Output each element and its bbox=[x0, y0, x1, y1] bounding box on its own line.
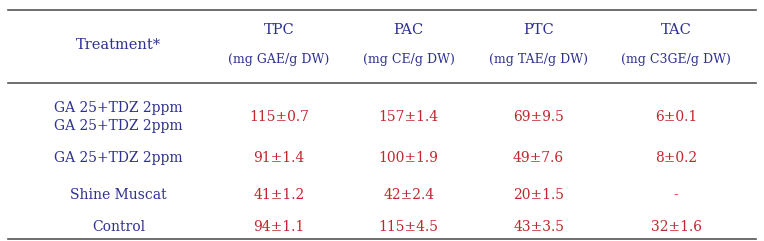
Text: 42±2.4: 42±2.4 bbox=[384, 188, 434, 202]
Text: 32±1.6: 32±1.6 bbox=[651, 220, 701, 234]
Text: 94±1.1: 94±1.1 bbox=[253, 220, 305, 234]
Text: 91±1.4: 91±1.4 bbox=[253, 151, 305, 165]
Text: Treatment*: Treatment* bbox=[76, 38, 161, 52]
Text: 20±1.5: 20±1.5 bbox=[513, 188, 564, 202]
Text: (mg GAE/g DW): (mg GAE/g DW) bbox=[228, 53, 329, 66]
Text: TPC: TPC bbox=[264, 23, 294, 37]
Text: -: - bbox=[674, 188, 678, 202]
Text: (mg C3GE/g DW): (mg C3GE/g DW) bbox=[621, 53, 731, 66]
Text: GA 25+TDZ 2ppm
GA 25+TDZ 2ppm: GA 25+TDZ 2ppm GA 25+TDZ 2ppm bbox=[54, 101, 183, 133]
Text: Shine Muscat: Shine Muscat bbox=[70, 188, 167, 202]
Text: 100±1.9: 100±1.9 bbox=[379, 151, 439, 165]
Text: GA 25+TDZ 2ppm: GA 25+TDZ 2ppm bbox=[54, 151, 183, 165]
Text: 115±0.7: 115±0.7 bbox=[249, 110, 309, 124]
Text: PAC: PAC bbox=[393, 23, 424, 37]
Text: (mg CE/g DW): (mg CE/g DW) bbox=[363, 53, 455, 66]
Text: 6±0.1: 6±0.1 bbox=[655, 110, 698, 124]
Text: 41±1.2: 41±1.2 bbox=[253, 188, 305, 202]
Text: 115±4.5: 115±4.5 bbox=[379, 220, 439, 234]
Text: 8±0.2: 8±0.2 bbox=[655, 151, 698, 165]
Text: Control: Control bbox=[92, 220, 145, 234]
Text: 69±9.5: 69±9.5 bbox=[513, 110, 564, 124]
Text: 157±1.4: 157±1.4 bbox=[379, 110, 439, 124]
Text: PTC: PTC bbox=[523, 23, 554, 37]
Text: TAC: TAC bbox=[661, 23, 691, 37]
Text: 43±3.5: 43±3.5 bbox=[513, 220, 564, 234]
Text: 49±7.6: 49±7.6 bbox=[513, 151, 564, 165]
Text: (mg TAE/g DW): (mg TAE/g DW) bbox=[489, 53, 588, 66]
